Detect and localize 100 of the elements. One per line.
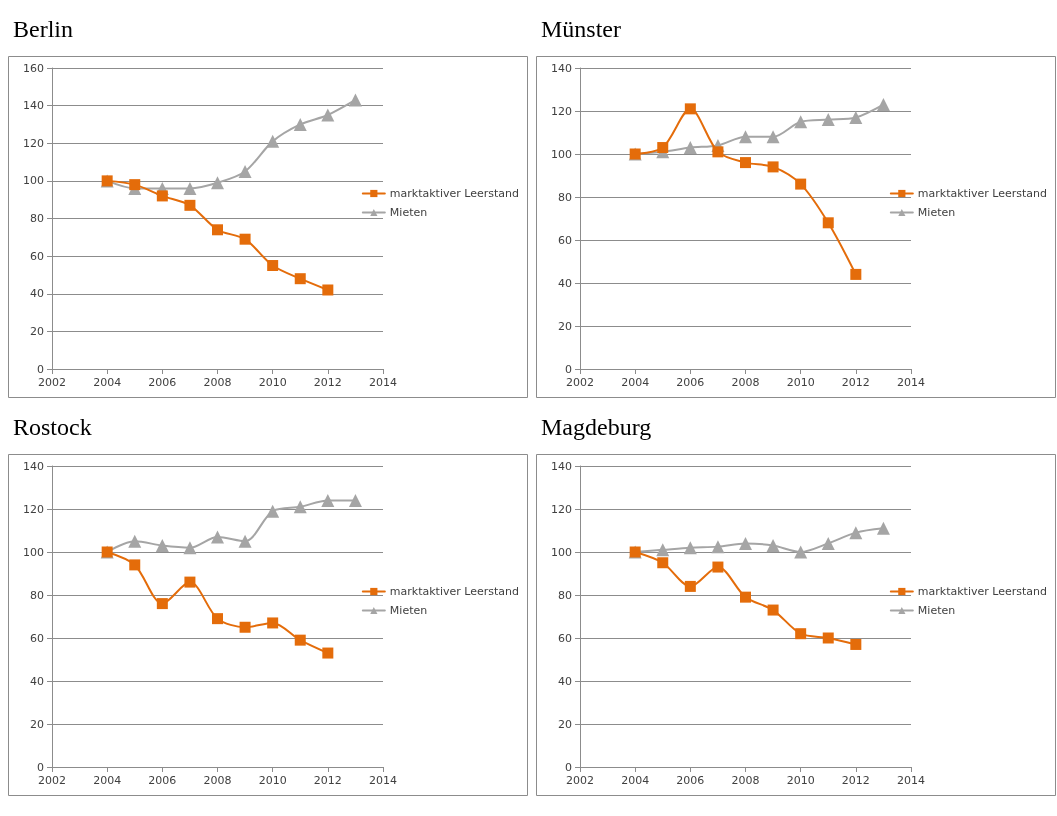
- x-tick-label: 2006: [148, 774, 177, 787]
- y-tick-label: 0: [37, 362, 44, 376]
- point: [767, 604, 779, 616]
- x-tick-label: 2014: [369, 774, 397, 787]
- y-tick-label: 20: [30, 717, 44, 731]
- x-tick-label: 2010: [786, 774, 815, 787]
- point: [683, 141, 697, 155]
- legend-label: marktaktiver Leerstand: [917, 585, 1047, 598]
- x-tick-label: 2002: [38, 774, 66, 787]
- y-tick-label: 100: [23, 174, 44, 188]
- point: [850, 268, 862, 280]
- point: [739, 536, 752, 550]
- x-tick-label: 2010: [786, 376, 815, 389]
- point: [849, 110, 863, 124]
- legend-label: marktaktiver Leerstand: [389, 187, 519, 200]
- y-tick-label: 80: [30, 212, 44, 225]
- legend-label: Mieten: [917, 604, 956, 617]
- legend-label: Mieten: [917, 206, 956, 219]
- chart-title: Magdeburg: [541, 414, 652, 440]
- point: [795, 178, 807, 190]
- x-tick-label: 2008: [731, 774, 760, 787]
- point: [184, 576, 196, 588]
- y-tick-label: 100: [551, 147, 572, 161]
- point: [266, 504, 280, 518]
- point: [238, 534, 252, 548]
- point: [794, 545, 808, 559]
- y-tick-label: 0: [565, 760, 572, 774]
- y-tick-label: 100: [551, 545, 572, 559]
- y-tick-label: 120: [23, 502, 44, 516]
- point: [128, 534, 142, 548]
- point: [766, 539, 780, 553]
- y-tick-label: 0: [565, 362, 572, 376]
- point: [348, 493, 362, 507]
- y-tick-label: 80: [558, 588, 572, 602]
- point: [239, 621, 251, 633]
- point: [184, 199, 196, 211]
- y-tick-label: 60: [558, 631, 572, 645]
- y-tick-label: 40: [558, 276, 572, 290]
- point: [822, 632, 834, 644]
- point: [740, 157, 751, 169]
- y-tick-label: 40: [30, 674, 44, 688]
- y-tick-label: 60: [558, 233, 572, 247]
- x-tick-label: 2006: [676, 376, 705, 389]
- y-tick-label: 20: [558, 717, 572, 731]
- point: [294, 634, 306, 646]
- point: [293, 500, 307, 514]
- y-tick-label: 60: [30, 631, 44, 645]
- x-tick-label: 2006: [148, 376, 177, 389]
- point: [684, 580, 696, 592]
- x-tick-label: 2008: [203, 376, 232, 389]
- point: [821, 536, 835, 550]
- y-tick-label: 140: [23, 459, 44, 473]
- point: [238, 164, 252, 178]
- y-tick-label: 0: [37, 760, 44, 774]
- point: [657, 557, 669, 569]
- point: [294, 273, 306, 285]
- point: [211, 530, 224, 544]
- point: [795, 628, 807, 640]
- x-tick-label: 2004: [621, 376, 650, 389]
- x-tick-label: 2006: [676, 774, 705, 787]
- legend-label: marktaktiver Leerstand: [389, 585, 519, 598]
- point: [156, 598, 168, 610]
- point: [155, 539, 169, 553]
- point: [267, 617, 279, 629]
- point: [821, 113, 835, 127]
- legend-label: Mieten: [389, 604, 428, 617]
- point: [267, 260, 279, 272]
- x-tick-label: 2002: [38, 376, 66, 389]
- y-tick-label: 140: [551, 459, 572, 473]
- point: [656, 543, 670, 557]
- point: [767, 161, 779, 173]
- point: [239, 233, 251, 245]
- legend-label: Mieten: [389, 206, 428, 219]
- point: [211, 176, 224, 190]
- y-tick-label: 80: [558, 190, 572, 204]
- chart-title: Berlin: [13, 16, 73, 42]
- point: [321, 493, 335, 507]
- x-tick-label: 2012: [313, 774, 342, 787]
- point: [739, 130, 752, 144]
- point: [711, 540, 725, 554]
- y-tick-label: 80: [30, 588, 44, 602]
- point: [183, 181, 197, 195]
- point: [657, 142, 669, 154]
- y-tick-label: 40: [558, 674, 572, 688]
- point: [876, 521, 890, 535]
- point: [321, 108, 335, 122]
- point: [293, 117, 307, 131]
- y-tick-label: 40: [30, 287, 44, 301]
- x-tick-label: 2014: [369, 376, 397, 389]
- point: [876, 98, 890, 112]
- y-tick-label: 120: [551, 104, 572, 118]
- x-tick-label: 2014: [897, 774, 925, 787]
- y-tick-label: 120: [551, 502, 572, 516]
- point: [684, 103, 696, 115]
- point: [712, 146, 724, 158]
- point: [849, 526, 863, 540]
- point: [712, 561, 724, 573]
- chart-title: Münster: [541, 16, 621, 42]
- point: [822, 217, 834, 229]
- point: [850, 638, 862, 650]
